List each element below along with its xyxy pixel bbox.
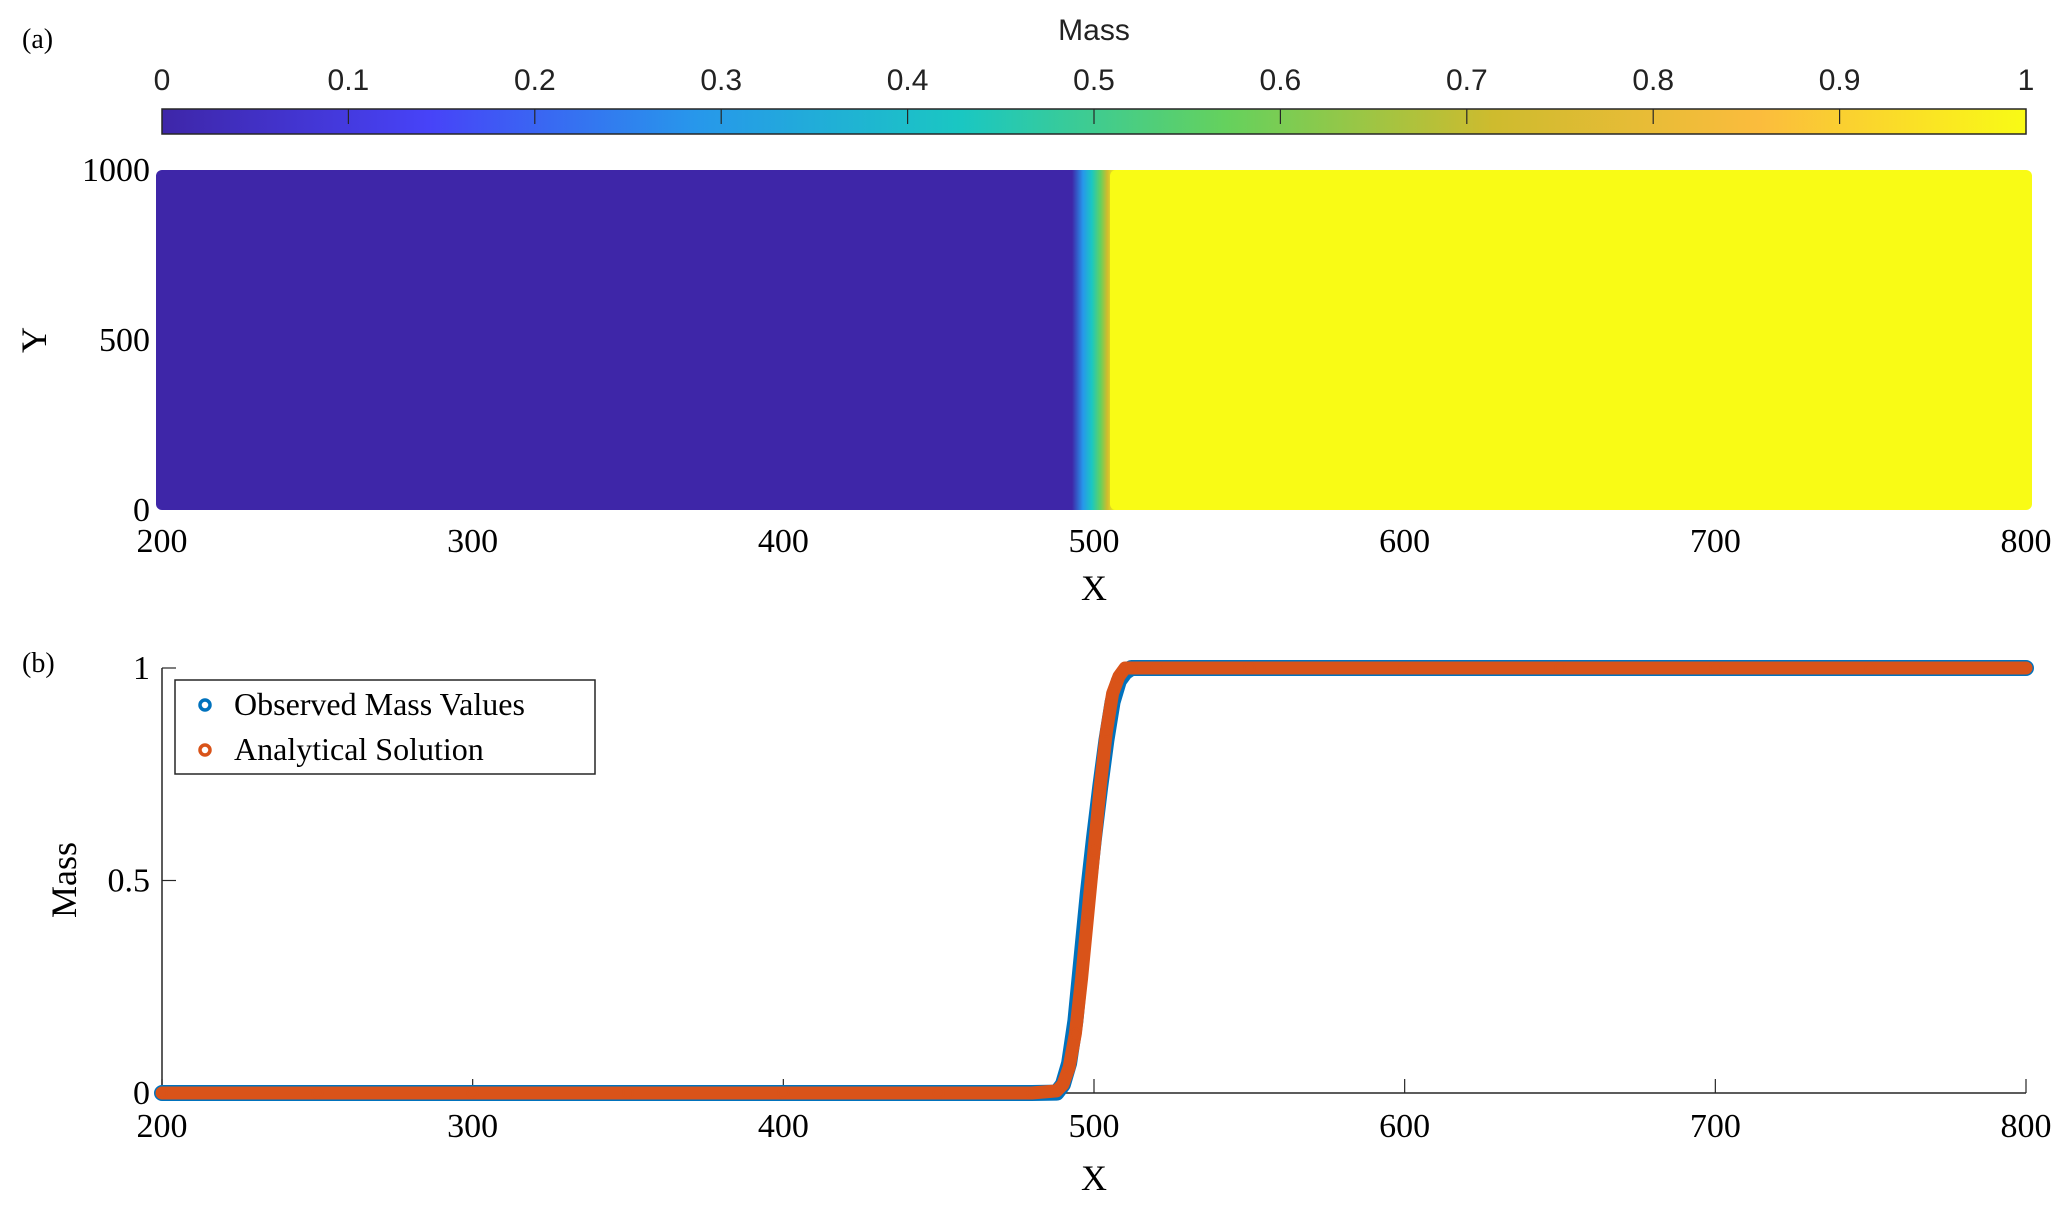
colorbar-tick-label: 0.5 bbox=[1073, 64, 1115, 97]
panel-a-x-axis-label: X bbox=[1081, 568, 1107, 608]
data-point bbox=[1864, 662, 1877, 674]
data-point bbox=[1069, 1027, 1082, 1040]
series-analytical bbox=[155, 661, 2033, 1100]
colorbar-tick-label: 0.7 bbox=[1446, 64, 1488, 97]
data-point bbox=[622, 1087, 634, 1099]
panel-b-x-tick-label: 600 bbox=[1379, 1108, 1430, 1145]
heatmap-right-region bbox=[1110, 170, 2032, 510]
panel-a-x-tick-label: 800 bbox=[2001, 523, 2052, 560]
legend-box bbox=[174, 679, 596, 775]
colorbar-tick-label: 0.2 bbox=[514, 64, 556, 97]
colorbar-label: Mass bbox=[1058, 14, 1130, 47]
data-point bbox=[466, 1087, 479, 1099]
colorbar-ticks: 0 0.1 0.2 0.3 0.4 0.5 0.6 0.7 0.8 0.9 1 bbox=[154, 64, 2035, 124]
panel-b-x-tick-label: 800 bbox=[2001, 1108, 2052, 1145]
data-point bbox=[1112, 670, 1125, 683]
legend-marker-analytical bbox=[198, 743, 212, 757]
data-point bbox=[1063, 1061, 1076, 1074]
heatmap bbox=[156, 170, 2032, 510]
panel-b-y-tick-label: 0 bbox=[133, 1075, 150, 1112]
colorbar-tick-label: 0 bbox=[154, 64, 171, 97]
panel-b-x-tick-label: 400 bbox=[758, 1108, 809, 1145]
panel-b-x-tick-label: 700 bbox=[1690, 1108, 1741, 1145]
data-point bbox=[1094, 781, 1107, 793]
colorbar: Mass 0 0.1 0.2 0.3 0.4 0.5 0.6 0.7 0.8 0.9 1 bbox=[154, 14, 2035, 135]
panel-a-x-tick-label: 700 bbox=[1690, 523, 1741, 560]
data-point bbox=[1088, 844, 1100, 857]
panel-b-x-tick-labels: 200 300 400 500 600 700 800 bbox=[137, 1108, 2052, 1145]
panel-a-y-tick-label: 0 bbox=[133, 492, 150, 529]
panel-a-x-tick-label: 500 bbox=[1069, 523, 1120, 560]
data-point bbox=[1125, 662, 1138, 674]
data-point bbox=[1243, 662, 1256, 674]
panel-a-y-axis-label: Y bbox=[14, 327, 54, 353]
panel-a-x-tick-label: 200 bbox=[137, 523, 188, 560]
panel-a-x-tick-label: 300 bbox=[447, 523, 498, 560]
panel-a-y-tick-label: 500 bbox=[99, 322, 150, 359]
panel-b-x-tick-label: 500 bbox=[1069, 1108, 1120, 1145]
panel-b-x-axis-label: X bbox=[1081, 1158, 1107, 1198]
colorbar-tick-label: 0.6 bbox=[1260, 64, 1302, 97]
data-point bbox=[1709, 662, 1722, 674]
colorbar-tick-label: 0.9 bbox=[1819, 64, 1861, 97]
data-point bbox=[1100, 725, 1113, 738]
panel-b-y-axis-label: Mass bbox=[44, 842, 84, 918]
panel-b-x-tick-label: 300 bbox=[447, 1108, 498, 1145]
colorbar-tick-label: 0.4 bbox=[887, 64, 929, 97]
data-point bbox=[777, 1087, 790, 1099]
panel-b-label: (b) bbox=[22, 648, 55, 679]
panel-b-series bbox=[154, 660, 2034, 1101]
panel-b: (b) 200 300 400 500 600 700 800 00.51 X Mass O… bbox=[22, 648, 2052, 1198]
panel-a-label: (a) bbox=[22, 24, 53, 55]
heatmap-front-band bbox=[1072, 170, 1116, 510]
panel-b-y-tick-label: 0.5 bbox=[108, 863, 151, 900]
panel-a-x-tick-label: 600 bbox=[1379, 523, 1430, 560]
legend-entry-observed: Observed Mass Values bbox=[234, 686, 525, 722]
data-point bbox=[1554, 662, 1566, 674]
data-point bbox=[1081, 908, 1094, 921]
legend: Observed Mass Values Analytical Solution bbox=[174, 679, 596, 775]
data-point bbox=[1025, 1087, 1038, 1099]
panel-b-x-tick-label: 200 bbox=[137, 1108, 188, 1145]
data-point bbox=[156, 1087, 168, 1099]
panel-a-y-tick-label: 1000 bbox=[82, 152, 150, 189]
panel-b-y-tick-labels: 00.51 bbox=[108, 650, 151, 1112]
panel-a-y-tick-labels: 0 500 1000 bbox=[82, 152, 150, 529]
data-point bbox=[311, 1087, 324, 1099]
data-point bbox=[2020, 662, 2032, 674]
data-point bbox=[932, 1087, 945, 1099]
legend-marker-observed bbox=[198, 698, 212, 712]
colorbar-tick-label: 0.8 bbox=[1632, 64, 1674, 97]
panel-a: (a) Mass 0 0.1 0.2 0.3 0.4 0.5 0.6 0.7 0.8 0.9 1 2… bbox=[14, 14, 2052, 608]
panel-a-x-tick-labels: 200 300 400 500 600 700 800 bbox=[137, 523, 2052, 560]
panel-b-y-tick-label: 1 bbox=[133, 650, 150, 687]
data-point bbox=[1150, 662, 1163, 674]
data-point bbox=[1056, 1078, 1069, 1091]
colorbar-tick-label: 1 bbox=[2018, 64, 2035, 97]
colorbar-tick-label: 0.1 bbox=[328, 64, 370, 97]
panel-a-x-tick-label: 400 bbox=[758, 523, 809, 560]
legend-entry-analytical: Analytical Solution bbox=[234, 731, 484, 767]
data-point bbox=[1106, 687, 1119, 700]
colorbar-tick-label: 0.3 bbox=[700, 64, 742, 97]
data-point bbox=[1075, 972, 1088, 985]
data-point bbox=[1398, 662, 1411, 674]
heatmap-left-region bbox=[156, 170, 1078, 510]
